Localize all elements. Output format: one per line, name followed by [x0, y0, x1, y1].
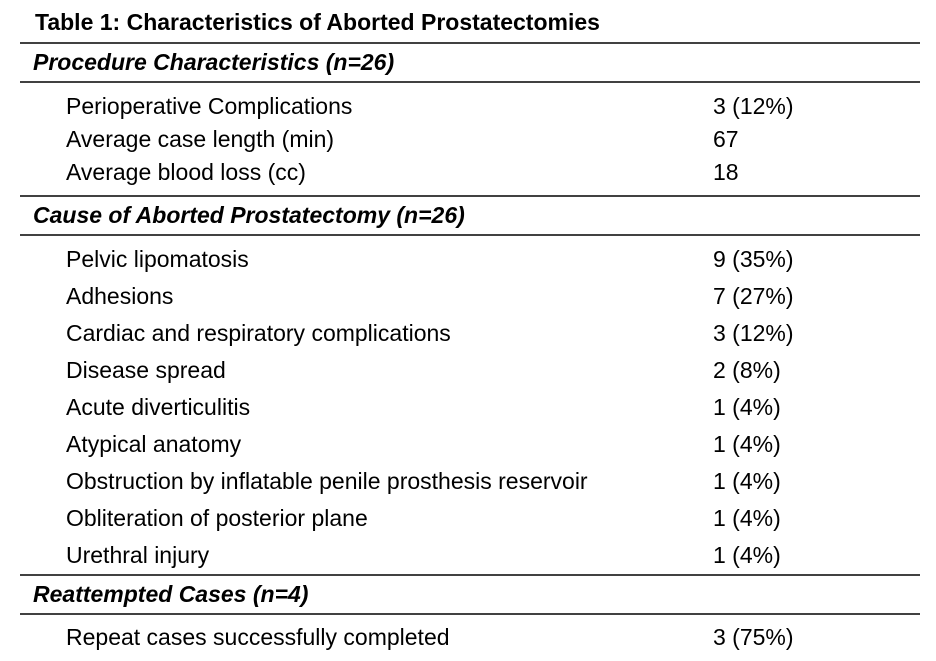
row-value: 1 (4%)	[713, 431, 781, 457]
section-header: Cause of Aborted Prostatectomy (n=26)	[20, 195, 920, 234]
row-value: 18	[713, 159, 739, 185]
row-label: Cardiac and respiratory complications	[66, 320, 451, 346]
section-header: Reattempted Cases (n=4)	[20, 574, 920, 613]
table-row: Acute diverticulitis 1 (4%)	[20, 389, 920, 426]
row-label: Average blood loss (cc)	[66, 159, 306, 185]
row-value: 1 (4%)	[713, 505, 781, 531]
row-label: Pelvic lipomatosis	[66, 246, 249, 272]
row-label: Obstruction by inflatable penile prosthe…	[66, 468, 588, 494]
table-row: Urethral injury 1 (4%)	[20, 537, 920, 574]
section-body: Perioperative Complications 3 (12%) Averag…	[20, 81, 920, 195]
row-value: 3 (12%)	[713, 93, 794, 119]
row-label: Perioperative Complications	[66, 93, 353, 119]
table-section: Cause of Aborted Prostatectomy (n=26) Pel…	[20, 195, 920, 574]
table-row: Perioperative Complications 3 (12%)	[20, 90, 920, 123]
row-value: 3 (75%)	[713, 624, 794, 650]
characteristics-table: Table 1: Characteristics of Aborted Pros…	[20, 0, 920, 661]
row-label: Repeat cases successfully completed	[66, 624, 450, 650]
table-row: Pelvic lipomatosis 9 (35%)	[20, 241, 920, 278]
table-row: Average blood loss (cc) 18	[20, 156, 920, 189]
row-value: 3 (12%)	[713, 320, 794, 346]
section-body: Pelvic lipomatosis 9 (35%) Adhesions 7 (27%…	[20, 234, 920, 574]
table-title: Table 1: Characteristics of Aborted Pros…	[35, 9, 600, 35]
row-value: 67	[713, 126, 739, 152]
row-label: Acute diverticulitis	[66, 394, 251, 420]
table-row: Average case length (min) 67	[20, 123, 920, 156]
row-label: Urethral injury	[66, 542, 210, 568]
table-row: Disease spread 2 (8%)	[20, 352, 920, 389]
table-section: Procedure Characteristics (n=26) Perioper…	[20, 42, 920, 195]
row-value: 2 (8%)	[713, 357, 781, 383]
section-body: Repeat cases successfully completed 3 (75…	[20, 613, 920, 661]
row-value: 1 (4%)	[713, 542, 781, 568]
table-row: Obstruction by inflatable penile prosthe…	[20, 463, 920, 500]
table-row: Atypical anatomy 1 (4%)	[20, 426, 920, 463]
row-label: Adhesions	[66, 283, 174, 309]
table-sections: Procedure Characteristics (n=26) Perioper…	[20, 42, 920, 661]
row-label: Average case length (min)	[66, 126, 335, 152]
section-header: Procedure Characteristics (n=26)	[20, 42, 920, 81]
table-row: Cardiac and respiratory complications 3 (…	[20, 315, 920, 352]
row-label: Atypical anatomy	[66, 431, 242, 457]
table-section: Reattempted Cases (n=4) Repeat cases succ…	[20, 574, 920, 661]
table-row: Repeat cases successfully completed 3 (75…	[20, 621, 920, 654]
table-row: Adhesions 7 (27%)	[20, 278, 920, 315]
row-value: 7 (27%)	[713, 283, 794, 309]
row-label: Obliteration of posterior plane	[66, 505, 368, 531]
row-label: Disease spread	[66, 357, 226, 383]
row-value: 9 (35%)	[713, 246, 794, 272]
row-value: 1 (4%)	[713, 468, 781, 494]
table-row: Obliteration of posterior plane 1 (4%)	[20, 500, 920, 537]
row-value: 1 (4%)	[713, 394, 781, 420]
